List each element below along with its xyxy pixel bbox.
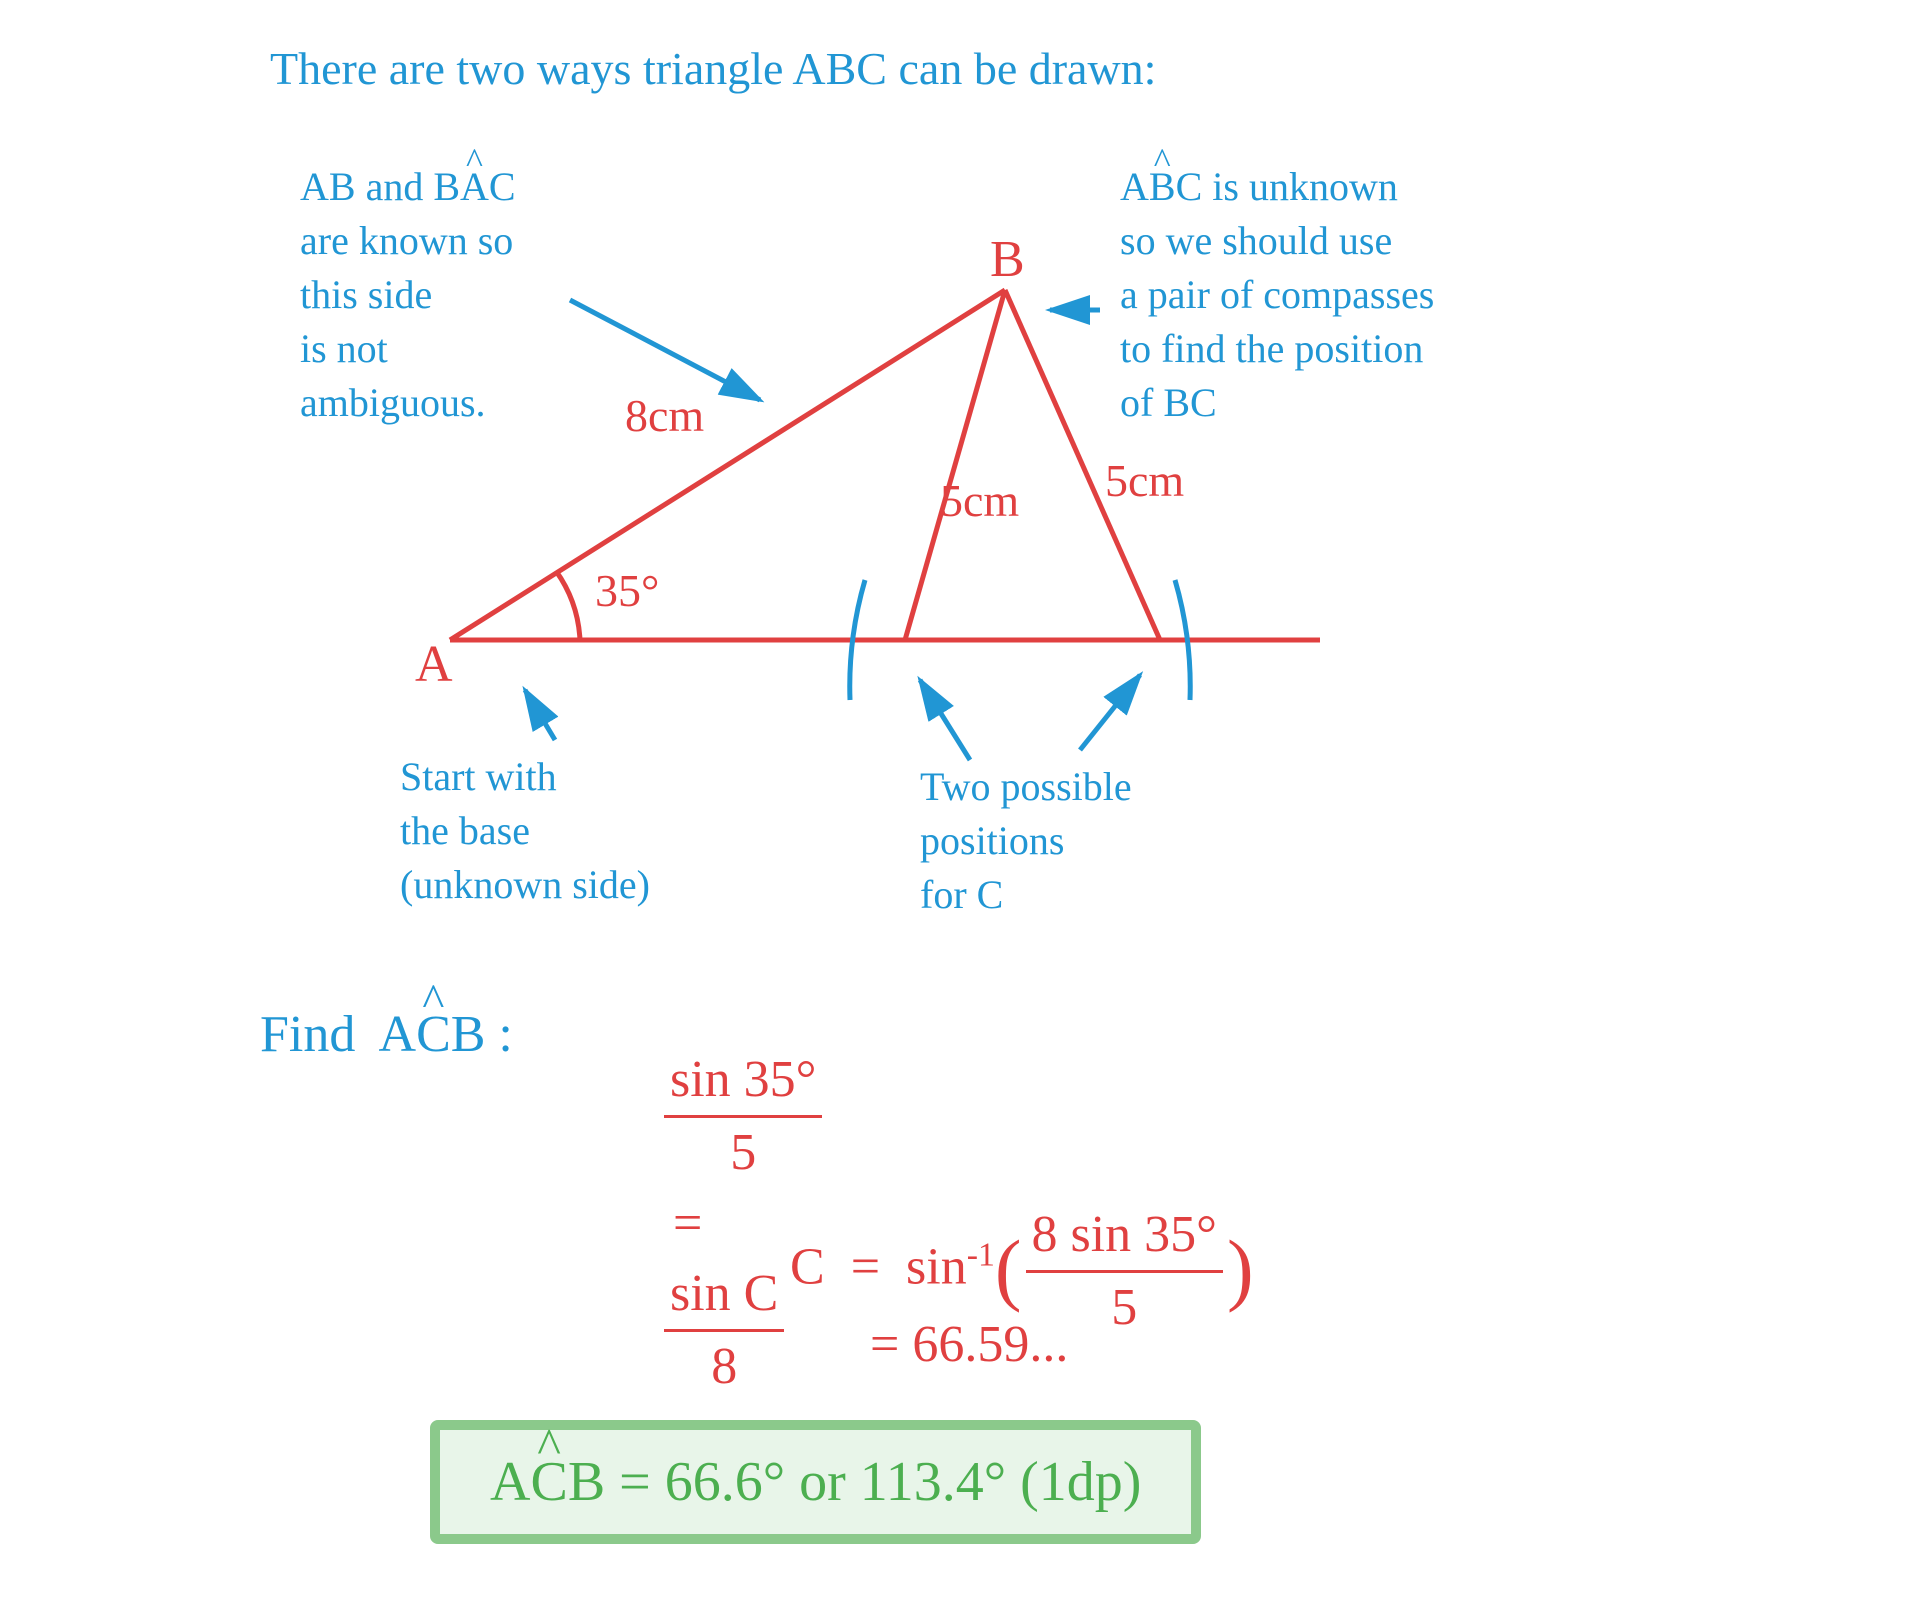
label-5cm-2: 5cm	[1105, 450, 1184, 512]
eq-3: = 66.59...	[870, 1310, 1068, 1380]
label-8cm: 8cm	[625, 385, 704, 447]
note-right: ABC is unknownso we should usea pair of …	[1120, 160, 1434, 430]
arrow-5	[1080, 675, 1140, 750]
angle-arc	[556, 571, 580, 640]
note-left: AB and BACare known sothis sideis notamb…	[300, 160, 516, 430]
arrow-4	[920, 680, 970, 760]
note-bottom-left: Start with the base (unknown side)	[400, 750, 650, 912]
answer-box: ACB = 66.6° or 113.4° (1dp)	[430, 1420, 1201, 1544]
vertex-a: A	[415, 630, 453, 700]
label-angle: 35°	[595, 560, 659, 622]
note-bottom-right: Two possible positions for C	[920, 760, 1132, 922]
find-label: Find ACB :	[260, 1000, 513, 1070]
vertex-b: B	[990, 225, 1025, 295]
label-5cm-1: 5cm	[940, 470, 1019, 532]
arrow-3	[525, 690, 555, 740]
